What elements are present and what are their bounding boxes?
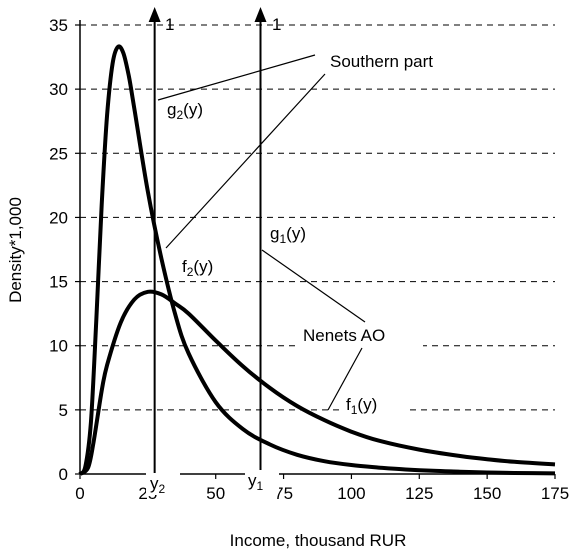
leader-g2: [157, 54, 316, 101]
annotation-f1-bg: [340, 393, 410, 417]
x-tick-label-50: 50: [206, 484, 225, 503]
x-tick-label-100: 100: [337, 484, 365, 503]
x-tick-label-175: 175: [541, 484, 569, 503]
tick-labels: 051015202530350255075100125150175: [49, 16, 569, 503]
leader-f2: [165, 73, 326, 249]
nenets-label: Nenets AO: [303, 326, 385, 345]
y-tick-label-10: 10: [49, 337, 68, 356]
y-tick-label-25: 25: [49, 144, 68, 163]
southern-part-label-bg: [322, 48, 478, 74]
series-group: [78, 44, 556, 476]
y-tick-label-20: 20: [49, 208, 68, 227]
series-line-1: [78, 44, 556, 476]
y-tick-label-15: 15: [49, 273, 68, 292]
leader-f1: [327, 347, 363, 411]
x-axis-title: Income, thousand RUR: [230, 531, 407, 550]
annotation-g2: g2(y): [167, 100, 203, 122]
series-line-2: [78, 289, 556, 476]
y-tick-label-5: 5: [59, 401, 68, 420]
leader-g1: [261, 249, 366, 323]
threshold-arrow-2: [254, 7, 267, 22]
southern-part-label: Southern part: [330, 52, 433, 71]
annotation-g1: g1(y): [270, 224, 306, 246]
x-tick-label-0: 0: [75, 484, 84, 503]
threshold-2-xlabel: y2: [150, 474, 166, 496]
y2-label-bg: [146, 473, 180, 495]
annotation-f1: f1(y): [346, 395, 377, 417]
y-tick-label-35: 35: [49, 16, 68, 35]
nenets-label-bg: [298, 322, 423, 348]
y-tick-label-0: 0: [59, 465, 68, 484]
grid-lines: [80, 24, 555, 411]
x-tick-label-125: 125: [405, 484, 433, 503]
threshold-arrow-1: [148, 7, 161, 22]
y-tick-label-30: 30: [49, 80, 68, 99]
threshold-lines: [148, 7, 267, 474]
threshold-1-xlabel: y1: [248, 471, 264, 493]
threshold-1-number: 1: [272, 15, 281, 34]
annotation-f2: f2(y): [182, 257, 213, 279]
x-tick-label-150: 150: [473, 484, 501, 503]
y-axis-title: Density*1,000: [6, 197, 25, 303]
y1-label-bg: [245, 470, 279, 492]
threshold-2-number: 1: [165, 15, 174, 34]
